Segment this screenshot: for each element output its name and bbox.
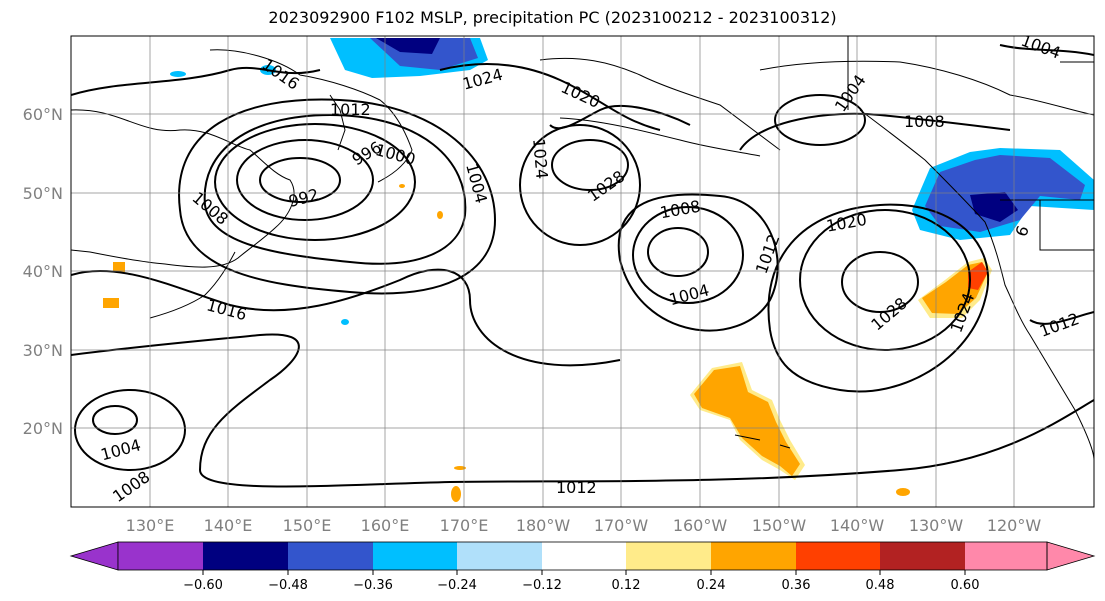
precip-positive-region (113, 262, 125, 272)
map-frame (70, 35, 1095, 508)
coastline (539, 57, 781, 151)
gridlines (71, 36, 1094, 507)
lon-label: 140°W (830, 516, 885, 535)
lon-label: 150°W (752, 516, 807, 535)
coastline (859, 109, 1094, 461)
colorbar-tick-label: −0.60 (183, 578, 223, 593)
lon-label: 150°E (283, 516, 332, 535)
colorbar-segment (542, 542, 626, 570)
colorbar: −0.60 −0.48 −0.36 −0.24 −0.12 0.12 0.24 … (69, 541, 1096, 593)
longitude-labels: 130°E 140°E 150°E 160°E 170°E 180°W 170°… (126, 516, 1042, 535)
coastline (329, 94, 346, 151)
coastline (71, 109, 295, 268)
border (1039, 200, 1094, 251)
lon-label: 180°W (516, 516, 571, 535)
colorbar-tick-label: 0.48 (866, 578, 895, 593)
colorbar-tick-label: −0.48 (268, 578, 308, 593)
colorbar-tick-label: 0.36 (782, 578, 811, 593)
isobar-1004-mid (647, 227, 709, 277)
lon-label: 160°E (361, 516, 410, 535)
isobar-1020-e (767, 203, 990, 393)
isobar-1016 (71, 268, 621, 367)
coastlines (71, 36, 1094, 461)
precip-positive-region (454, 466, 466, 470)
isobar-1000 (214, 123, 416, 241)
colorbar-segment (457, 542, 542, 570)
isobar-1016-nw (71, 66, 321, 96)
precip-positive-region (399, 184, 405, 188)
precip-positive-region (896, 488, 910, 496)
colorbar-segment (626, 542, 711, 570)
isobar-label: 1024 (529, 138, 551, 180)
isobar-1004-ne (999, 44, 1094, 56)
lat-label: 60°N (23, 105, 63, 124)
precip-positive-region (968, 262, 988, 290)
lon-label: 170°E (440, 516, 489, 535)
colorbar-segment (203, 542, 288, 570)
isobar-label: 1012 (556, 478, 597, 497)
isobar-1004-sw (92, 405, 138, 435)
lon-label: 160°W (673, 516, 728, 535)
colorbar-segment (796, 542, 880, 570)
colorbar-tick-label: −0.24 (437, 578, 477, 593)
isobar-1012-mid (617, 193, 779, 332)
isobar-1008-sw (74, 389, 186, 471)
isobar-1008-mid (632, 206, 744, 304)
coastline (759, 60, 1094, 116)
map-title: 2023092900 F102 MSLP, precipitation PC (… (268, 8, 837, 27)
isobar-1008-n (739, 112, 1011, 151)
precip-positive-region (694, 366, 800, 476)
isobar-1028-e (841, 251, 919, 313)
isobar-label: 1012 (330, 100, 371, 119)
colorbar-segment (373, 542, 457, 570)
precip-negative-region (341, 319, 349, 325)
lon-label: 140°E (204, 516, 253, 535)
colorbar-segment (880, 542, 965, 570)
lat-label: 50°N (23, 184, 63, 203)
colorbar-tick-label: 0.60 (951, 578, 980, 593)
lat-label: 30°N (23, 341, 63, 360)
colorbar-extend-max (1046, 541, 1096, 571)
precip-negative-region (170, 71, 186, 77)
colorbar-segment (118, 542, 203, 570)
colorbar-extend-min (69, 541, 119, 571)
lat-label: 20°N (23, 419, 63, 438)
colorbar-tick-label: 0.12 (612, 578, 641, 593)
isobar-1024-mid (519, 124, 641, 246)
colorbar-tick-label: 0.24 (697, 578, 726, 593)
isobar-1008 (178, 98, 497, 295)
isobar-1012 (71, 333, 1094, 488)
lon-label: 170°W (594, 516, 649, 535)
precip-shading (103, 38, 1094, 502)
latitude-labels: 60°N 50°N 40°N 30°N 20°N (23, 105, 63, 438)
precip-positive-region (103, 298, 119, 308)
coastline (734, 434, 791, 449)
isobar-992 (259, 157, 341, 203)
colorbar-segment (711, 542, 796, 570)
isobar-1012-e (1029, 311, 1094, 325)
isobar-1004 (203, 113, 467, 265)
precip-positive-region (437, 211, 443, 219)
colorbar-segment (288, 542, 373, 570)
precip-negative-region (376, 38, 440, 54)
colorbar-outline (117, 541, 1048, 571)
isobar-996 (236, 139, 374, 221)
lon-label: 120°W (987, 516, 1042, 535)
isobar-1004-n (774, 94, 866, 146)
isobar-label: 1008 (904, 112, 945, 131)
colorbar-segment (965, 542, 1047, 570)
coastline (559, 117, 761, 157)
isobar-1028-mid (551, 139, 629, 191)
precip-positive-region (451, 486, 461, 502)
lon-label: 130°E (126, 516, 175, 535)
colorbar-tick-label: −0.36 (353, 578, 393, 593)
lon-label: 130°W (909, 516, 964, 535)
lat-label: 40°N (23, 262, 63, 281)
colorbar-tick-label: −0.12 (522, 578, 562, 593)
isobar-1024-n (439, 63, 661, 131)
